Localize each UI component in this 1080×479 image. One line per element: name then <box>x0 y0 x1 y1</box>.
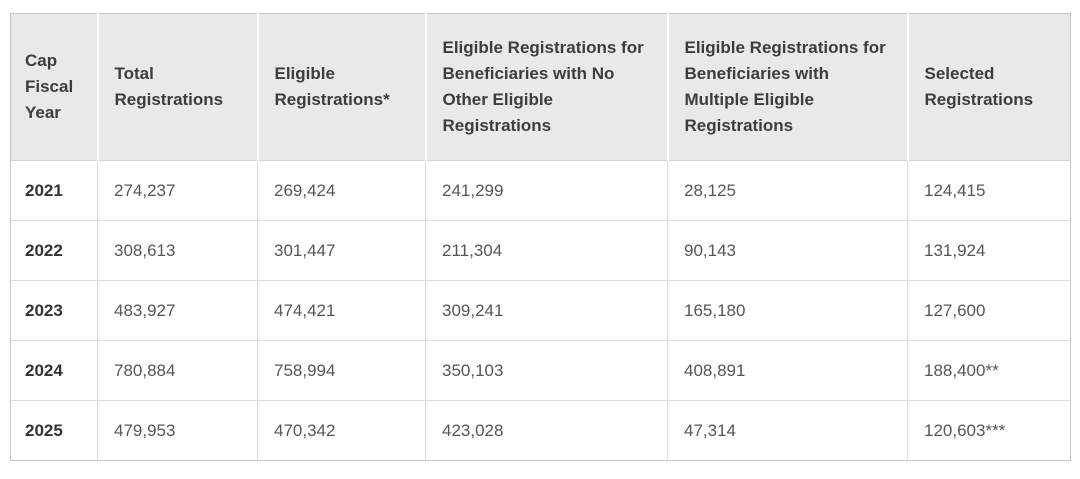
cell-eligible-multiple: 90,143 <box>667 220 908 281</box>
table-row-2022: 2022 308,613 301,447 211,304 90,143 131,… <box>10 220 1071 281</box>
cell-eligible-registrations: 474,421 <box>257 280 426 341</box>
cell-selected-registrations: 120,603*** <box>907 400 1071 461</box>
column-header-cap-fiscal-year: Cap Fiscal Year <box>10 13 98 161</box>
cell-eligible-multiple: 165,180 <box>667 280 908 341</box>
table-row-2021: 2021 274,237 269,424 241,299 28,125 124,… <box>11 160 1071 221</box>
table-row-2025: 2025 479,953 470,342 423,028 47,314 120,… <box>10 400 1071 461</box>
cell-eligible-registrations: 470,342 <box>257 400 426 461</box>
cell-eligible-no-other: 241,299 <box>425 160 668 221</box>
table-row-2023: 2023 483,927 474,421 309,241 165,180 127… <box>10 280 1071 341</box>
row-year: 2023 <box>25 300 63 320</box>
column-header-selected-registrations: Selected Registrations <box>906 13 1071 161</box>
row-year: 2021 <box>25 180 63 200</box>
cell-eligible-multiple: 408,891 <box>667 340 908 401</box>
cell-total-registrations: 483,927 <box>97 280 258 341</box>
column-header-total-registrations: Total Registrations <box>96 13 258 161</box>
table-row-2024: 2024 780,884 758,994 350,103 408,891 188… <box>10 340 1071 401</box>
column-header-eligible-multiple: Eligible Registrations for Beneficiaries… <box>666 13 908 161</box>
cell-total-registrations: 780,884 <box>97 340 258 401</box>
cell-selected-registrations: 188,400** <box>907 340 1071 401</box>
cell-eligible-no-other: 211,304 <box>425 220 668 281</box>
row-year: 2025 <box>25 420 63 440</box>
cell-selected-registrations: 131,924 <box>907 220 1071 281</box>
cell-eligible-registrations: 269,424 <box>257 160 426 221</box>
row-year: 2024 <box>25 360 63 380</box>
cell-eligible-multiple: 47,314 <box>667 400 908 461</box>
column-header-eligible-no-other: Eligible Registrations for Beneficiaries… <box>424 13 668 161</box>
cell-eligible-no-other: 423,028 <box>425 400 668 461</box>
cell-eligible-no-other: 309,241 <box>425 280 668 341</box>
row-year: 2022 <box>25 240 63 260</box>
cell-eligible-registrations: 301,447 <box>257 220 426 281</box>
cell-eligible-registrations: 758,994 <box>257 340 426 401</box>
column-header-eligible-registrations: Eligible Registrations* <box>256 13 426 161</box>
cell-eligible-no-other: 350,103 <box>425 340 668 401</box>
registrations-table: Cap Fiscal Year Total Registrations Elig… <box>10 13 1071 461</box>
cell-total-registrations: 479,953 <box>97 400 258 461</box>
cell-total-registrations: 308,613 <box>97 220 258 281</box>
cell-selected-registrations: 127,600 <box>907 280 1071 341</box>
cell-total-registrations: 274,237 <box>97 160 258 221</box>
header-row: Cap Fiscal Year Total Registrations Elig… <box>10 13 1071 161</box>
cell-eligible-multiple: 28,125 <box>667 160 908 221</box>
cell-selected-registrations: 124,415 <box>907 160 1071 221</box>
